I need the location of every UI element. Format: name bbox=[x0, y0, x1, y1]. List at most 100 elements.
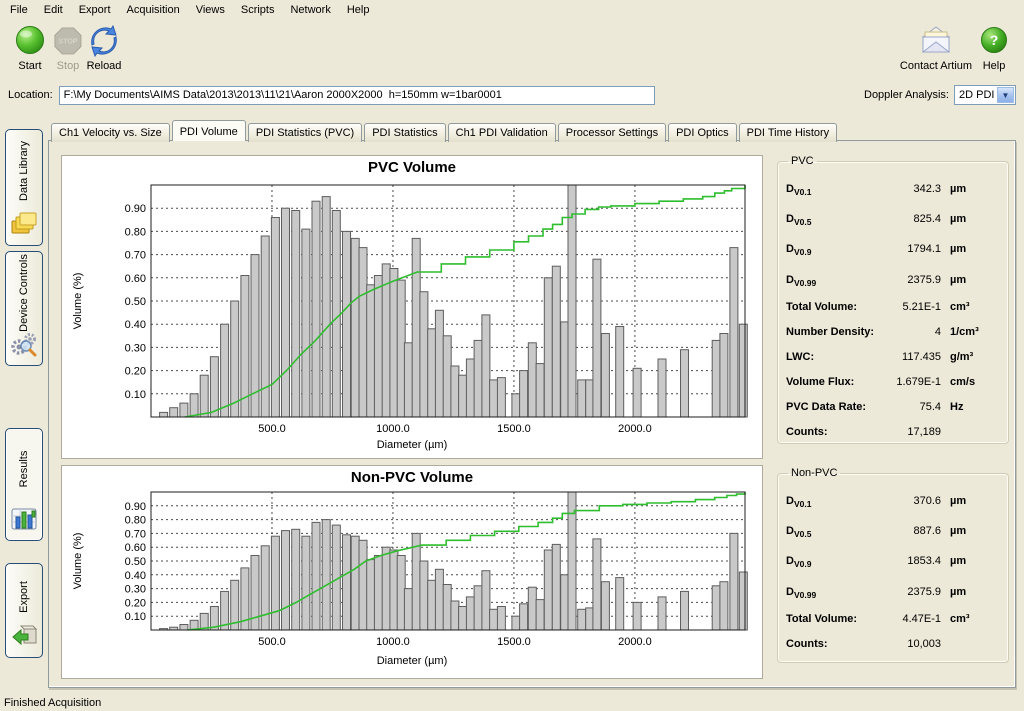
envelope-icon bbox=[896, 24, 976, 58]
pvc-chart-xlabel: Diameter (µm) bbox=[376, 439, 448, 451]
menu-item-scripts[interactable]: Scripts bbox=[240, 4, 275, 16]
sidebar-item-label: Device Controls bbox=[18, 253, 30, 332]
stat-row-dv0-9: DV0.9 1794.1 µm bbox=[786, 243, 967, 258]
svg-text:0.60: 0.60 bbox=[125, 542, 146, 554]
svg-text:2000.0: 2000.0 bbox=[618, 423, 652, 435]
status-text: Finished Acquisition bbox=[4, 696, 102, 709]
contact-artium-button[interactable]: Contact Artium bbox=[896, 24, 976, 72]
nonpvc-group-title: Non-PVC bbox=[791, 467, 838, 479]
doppler-analysis-value: 2D PDI bbox=[959, 89, 995, 101]
help-button-label: Help bbox=[982, 60, 1006, 72]
tab-panel-pdi-volume: PVC Volume 0.10 0.20 0.30 0.40 0.50 0.60 0.70 0… bbox=[48, 140, 1016, 688]
gears-icon bbox=[10, 331, 38, 360]
tab-pdi-optics[interactable]: PDI Optics bbox=[668, 123, 737, 142]
svg-text:Volume (%): Volume (%) bbox=[72, 273, 84, 330]
menu-item-views[interactable]: Views bbox=[195, 4, 225, 16]
menu-item-file[interactable]: File bbox=[10, 4, 28, 16]
svg-text:0.60: 0.60 bbox=[125, 273, 146, 285]
main-content: Ch1 Velocity vs. Size PDI Volume PDI Stati… bbox=[48, 119, 1016, 688]
help-icon: ? bbox=[972, 24, 1016, 58]
svg-text:2000.0: 2000.0 bbox=[618, 636, 652, 648]
stats-column: PVC DV0.1 342.3 µm DV0.5 825.4 µm DV0.9 1794.1 µ… bbox=[777, 155, 1009, 663]
svg-text:0.10: 0.10 bbox=[125, 611, 146, 623]
pvc-chart-title: PVC Volume bbox=[367, 159, 457, 176]
nonpvc-volume-chart-panel: Non-PVC Volume 0.10 0.20 0.30 0.40 0.50 0.60 0… bbox=[61, 465, 763, 679]
svg-text:1500.0: 1500.0 bbox=[497, 636, 531, 648]
tab-ch1-pdi-validation[interactable]: Ch1 PDI Validation bbox=[447, 123, 556, 142]
stat-row-total-volume: Total Volume: 5.21E-1 cm³ bbox=[786, 300, 970, 313]
svg-text:0.40: 0.40 bbox=[125, 319, 146, 331]
stop-button: STOP Stop bbox=[40, 24, 96, 72]
stat-row-dv0-1: DV0.1 342.3 µm bbox=[786, 183, 967, 198]
doppler-analysis-label: Doppler Analysis: bbox=[864, 89, 949, 101]
menu-item-acquisition[interactable]: Acquisition bbox=[126, 4, 180, 16]
svg-text:1000.0: 1000.0 bbox=[376, 423, 410, 435]
sidebar-item-export[interactable]: Export bbox=[5, 563, 43, 658]
stat-row-dv0-9: DV0.9 1853.4 µm bbox=[786, 555, 967, 570]
menu-item-edit[interactable]: Edit bbox=[43, 4, 63, 16]
tab-ch1-velocity-vs-size[interactable]: Ch1 Velocity vs. Size bbox=[51, 123, 170, 142]
menu-item-export[interactable]: Export bbox=[78, 4, 111, 16]
tab-strip: Ch1 Velocity vs. Size PDI Volume PDI Stati… bbox=[48, 119, 1016, 142]
reload-icon bbox=[76, 24, 132, 58]
stop-button-label: Stop bbox=[56, 60, 80, 72]
pvc-volume-chart: 0.10 0.20 0.30 0.40 0.50 0.60 0.70 0.80 0.90 500.… bbox=[72, 184, 748, 435]
reload-button[interactable]: Reload bbox=[76, 24, 132, 72]
sidebar-item-data-library[interactable]: Data Library bbox=[5, 129, 43, 246]
stat-row-dv0-5: DV0.5 825.4 µm bbox=[786, 213, 967, 228]
tab-pdi-time-history[interactable]: PDI Time History bbox=[738, 123, 838, 142]
pvc-stats-group: PVC DV0.1 342.3 µm DV0.5 825.4 µm DV0.9 1794.1 µ… bbox=[777, 155, 1009, 444]
svg-text:0.30: 0.30 bbox=[125, 342, 146, 354]
stop-sign-icon: STOP bbox=[40, 24, 96, 58]
sidebar-item-device-controls[interactable]: Device Controls bbox=[5, 251, 43, 366]
start-button[interactable]: Start bbox=[2, 24, 58, 72]
stop-sign-text: STOP bbox=[59, 39, 78, 46]
tab-processor-settings[interactable]: Processor Settings bbox=[557, 123, 667, 142]
stat-row-dv0-1: DV0.1 370.6 µm bbox=[786, 495, 967, 510]
nonpvc-chart-xlabel: Diameter (µm) bbox=[376, 655, 448, 667]
stat-row-dv0-5: DV0.5 887.6 µm bbox=[786, 525, 967, 540]
menu-item-network[interactable]: Network bbox=[290, 4, 331, 16]
reload-button-label: Reload bbox=[86, 60, 122, 72]
sidebar-item-label: Results bbox=[18, 450, 30, 488]
location-label: Location: bbox=[8, 89, 53, 101]
toolbar: Start STOP Stop Reload bbox=[0, 20, 1024, 82]
folders-icon bbox=[10, 211, 38, 240]
svg-text:0.90: 0.90 bbox=[125, 203, 146, 215]
nonpvc-chart-title: Non-PVC Volume bbox=[350, 469, 474, 486]
bar-chart-icon bbox=[10, 506, 38, 535]
svg-text:1000.0: 1000.0 bbox=[376, 636, 410, 648]
nonpvc-stats-group: Non-PVC DV0.1 370.6 µm DV0.5 887.6 µm DV0.9 185… bbox=[777, 467, 1009, 663]
svg-text:0.80: 0.80 bbox=[125, 226, 146, 238]
svg-text:0.50: 0.50 bbox=[125, 556, 146, 568]
menu-bar: File Edit Export Acquisition Views Scripts Net… bbox=[0, 0, 1024, 20]
svg-text:?: ? bbox=[990, 32, 999, 48]
chevron-down-icon[interactable]: ▼ bbox=[997, 87, 1014, 103]
stat-row-counts: Counts: 17,189 bbox=[786, 425, 941, 438]
tab-pdi-volume[interactable]: PDI Volume bbox=[171, 120, 246, 141]
charts-column: PVC Volume 0.10 0.20 0.30 0.40 0.50 0.60 0.70 0… bbox=[61, 155, 763, 679]
doppler-analysis-select[interactable]: 2D PDI ▼ bbox=[954, 85, 1016, 105]
stat-row-total-volume: Total Volume: 4.47E-1 cm³ bbox=[786, 612, 970, 625]
tab-pdi-statistics-pvc[interactable]: PDI Statistics (PVC) bbox=[247, 123, 363, 142]
sidebar-item-label: Data Library bbox=[18, 141, 30, 202]
menu-item-help[interactable]: Help bbox=[346, 4, 370, 16]
svg-text:0.80: 0.80 bbox=[125, 515, 146, 527]
svg-text:0.70: 0.70 bbox=[125, 528, 146, 540]
stat-row-counts: Counts: 10,003 bbox=[786, 637, 941, 650]
svg-text:0.20: 0.20 bbox=[125, 597, 146, 609]
pvc-group-title: PVC bbox=[791, 155, 814, 167]
nonpvc-volume-chart: 0.10 0.200.30 0.40 0.50 0.60 0.700.80 0.90 500.… bbox=[72, 491, 748, 648]
tab-pdi-statistics[interactable]: PDI Statistics bbox=[364, 123, 446, 142]
pvc-volume-chart-panel: PVC Volume 0.10 0.20 0.30 0.40 0.50 0.60 0.70 0… bbox=[61, 155, 763, 459]
svg-text:500.0: 500.0 bbox=[258, 423, 286, 435]
svg-text:500.0: 500.0 bbox=[258, 636, 286, 648]
sidebar-item-label: Export bbox=[18, 581, 30, 614]
svg-text:0.10: 0.10 bbox=[125, 389, 146, 401]
sidebar-item-results[interactable]: Results bbox=[5, 428, 43, 541]
help-button[interactable]: ? Help bbox=[972, 24, 1016, 72]
location-row: Location: Doppler Analysis: 2D PDI ▼ bbox=[0, 82, 1024, 108]
stat-row-dv0-99: DV0.99 2375.9 µm bbox=[786, 273, 967, 288]
location-input[interactable] bbox=[58, 85, 655, 105]
svg-text:0.50: 0.50 bbox=[125, 296, 146, 308]
